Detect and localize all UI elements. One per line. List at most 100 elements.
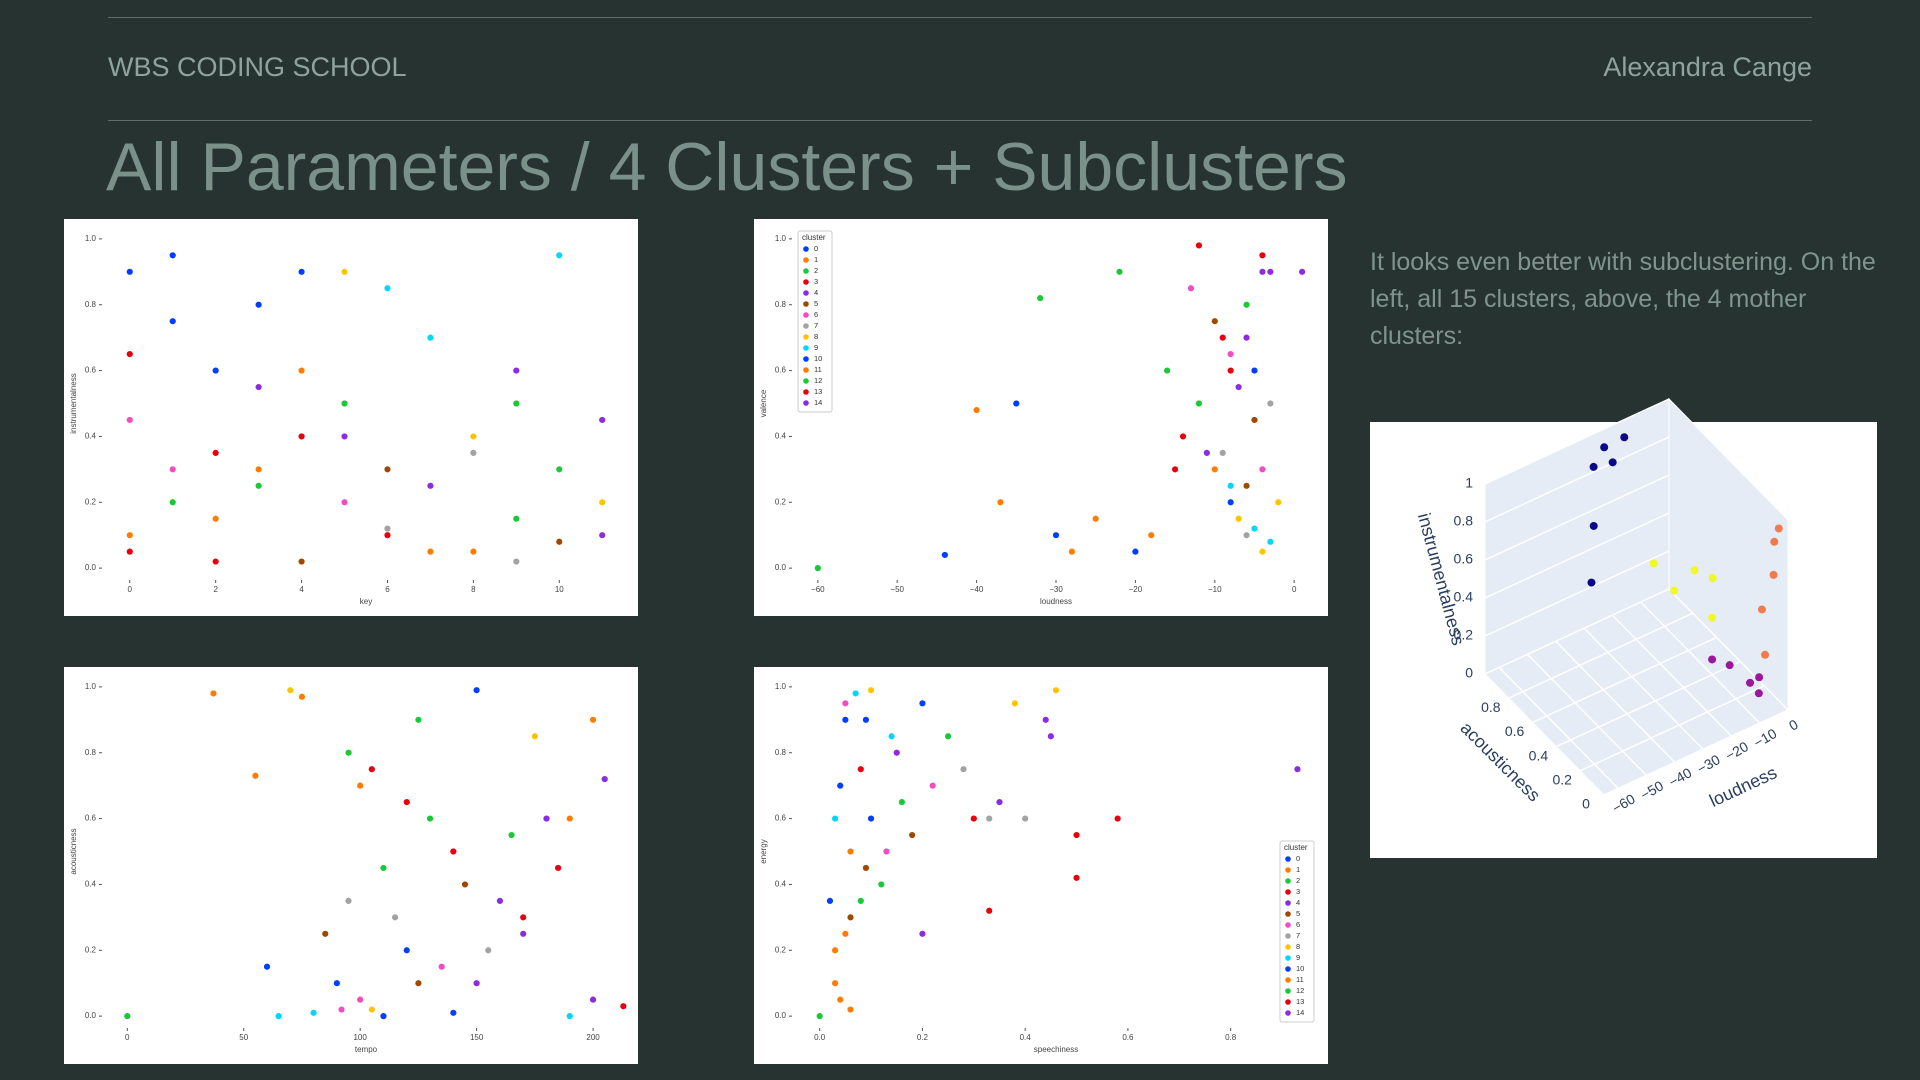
point (1068, 547, 1076, 556)
y-tick-label: 0.2 (85, 945, 97, 954)
y-tick-label: 0.8 (85, 748, 97, 757)
legend-marker (1285, 999, 1291, 1005)
point (507, 831, 516, 839)
point (1021, 814, 1029, 823)
point (1187, 284, 1195, 292)
legend-marker (803, 246, 809, 252)
point (862, 864, 870, 872)
legend-title: cluster (802, 233, 826, 242)
point (995, 798, 1004, 806)
legend-label: 0 (814, 244, 818, 253)
top-rule (108, 17, 1812, 18)
point (851, 689, 860, 698)
x-tick-label: 4 (299, 585, 304, 594)
legend-marker (1285, 878, 1291, 884)
point (512, 399, 521, 408)
legend-title: cluster (1284, 843, 1308, 852)
point (263, 963, 271, 971)
legend-label: 13 (1296, 997, 1304, 1006)
point (985, 814, 993, 823)
point (449, 1009, 458, 1017)
z-tick-label: 1 (1465, 475, 1473, 491)
x-tick-label: −50 (890, 585, 904, 594)
y-tick-label: 0.6 (85, 366, 97, 375)
point (1242, 301, 1251, 309)
point (297, 557, 306, 566)
point (1219, 333, 1227, 342)
legend-label: 4 (1296, 898, 1300, 907)
legend-marker (803, 312, 809, 318)
point (598, 498, 606, 506)
point (846, 913, 855, 922)
point (887, 732, 896, 740)
grid-line (1484, 474, 1670, 561)
point (298, 693, 306, 701)
point (1670, 586, 1679, 595)
point (1226, 366, 1235, 375)
point (1226, 482, 1235, 490)
y-axis-label: instrumentalness (69, 373, 78, 433)
plot-background (754, 667, 1328, 1064)
x-tick-label: 0.0 (814, 1033, 826, 1042)
grid-line (1583, 627, 1704, 750)
point (826, 897, 834, 905)
point (469, 449, 478, 457)
grid-line (1484, 436, 1670, 523)
x-tick-label: 0 (1292, 585, 1297, 594)
point (1755, 673, 1764, 682)
point (1293, 765, 1302, 773)
legend-label: 7 (814, 321, 818, 330)
legend-label: 13 (814, 387, 822, 396)
point (836, 781, 844, 790)
point (862, 716, 870, 724)
point (882, 847, 891, 856)
y-tick-label: 0.4 (85, 880, 97, 889)
y-tick-label: 0.6 (775, 814, 787, 823)
point (211, 515, 220, 523)
x-tick-label: 8 (471, 585, 476, 594)
grid-line (1484, 588, 1670, 675)
y-tick-label: 0.8 (775, 748, 787, 757)
legend-label: 1 (814, 255, 818, 264)
y-tick-label: 0.6 (85, 814, 97, 823)
brand: WBS CODING SCHOOL (108, 52, 407, 82)
point (944, 732, 952, 740)
point (831, 979, 839, 987)
legend-label: 12 (814, 376, 822, 385)
point (877, 880, 886, 889)
point (209, 689, 218, 698)
point (996, 498, 1005, 506)
y-tick-label: 0.2 (85, 497, 97, 506)
point (211, 449, 220, 457)
point (340, 432, 349, 441)
x-tick-label: 0 (128, 585, 133, 594)
point (1203, 449, 1211, 457)
legend-label: 9 (814, 343, 818, 352)
point (484, 946, 492, 954)
point (368, 765, 376, 773)
grid-line (1603, 709, 1789, 796)
legend-marker (1285, 955, 1291, 961)
legend-marker (803, 257, 809, 263)
legend-label: 2 (814, 266, 818, 275)
point (297, 268, 306, 276)
legend-label: 7 (1296, 931, 1300, 940)
legend-frame (797, 230, 833, 413)
point (1226, 350, 1235, 358)
x-tick-label: −60 (811, 585, 825, 594)
point (841, 930, 850, 938)
y-tick-label: 0.8 (85, 300, 97, 309)
y-axis-label: valence (759, 389, 768, 417)
point (254, 465, 263, 474)
z-tick-label: 0.8 (1454, 513, 1474, 529)
legend-label: 8 (1296, 942, 1300, 951)
point (841, 699, 850, 708)
point (414, 979, 423, 987)
grid-line (1555, 640, 1676, 763)
y-tick-label: 0.4 (85, 432, 97, 441)
point (1258, 251, 1267, 260)
point (1250, 524, 1259, 533)
point (286, 686, 295, 694)
point (1091, 515, 1100, 523)
